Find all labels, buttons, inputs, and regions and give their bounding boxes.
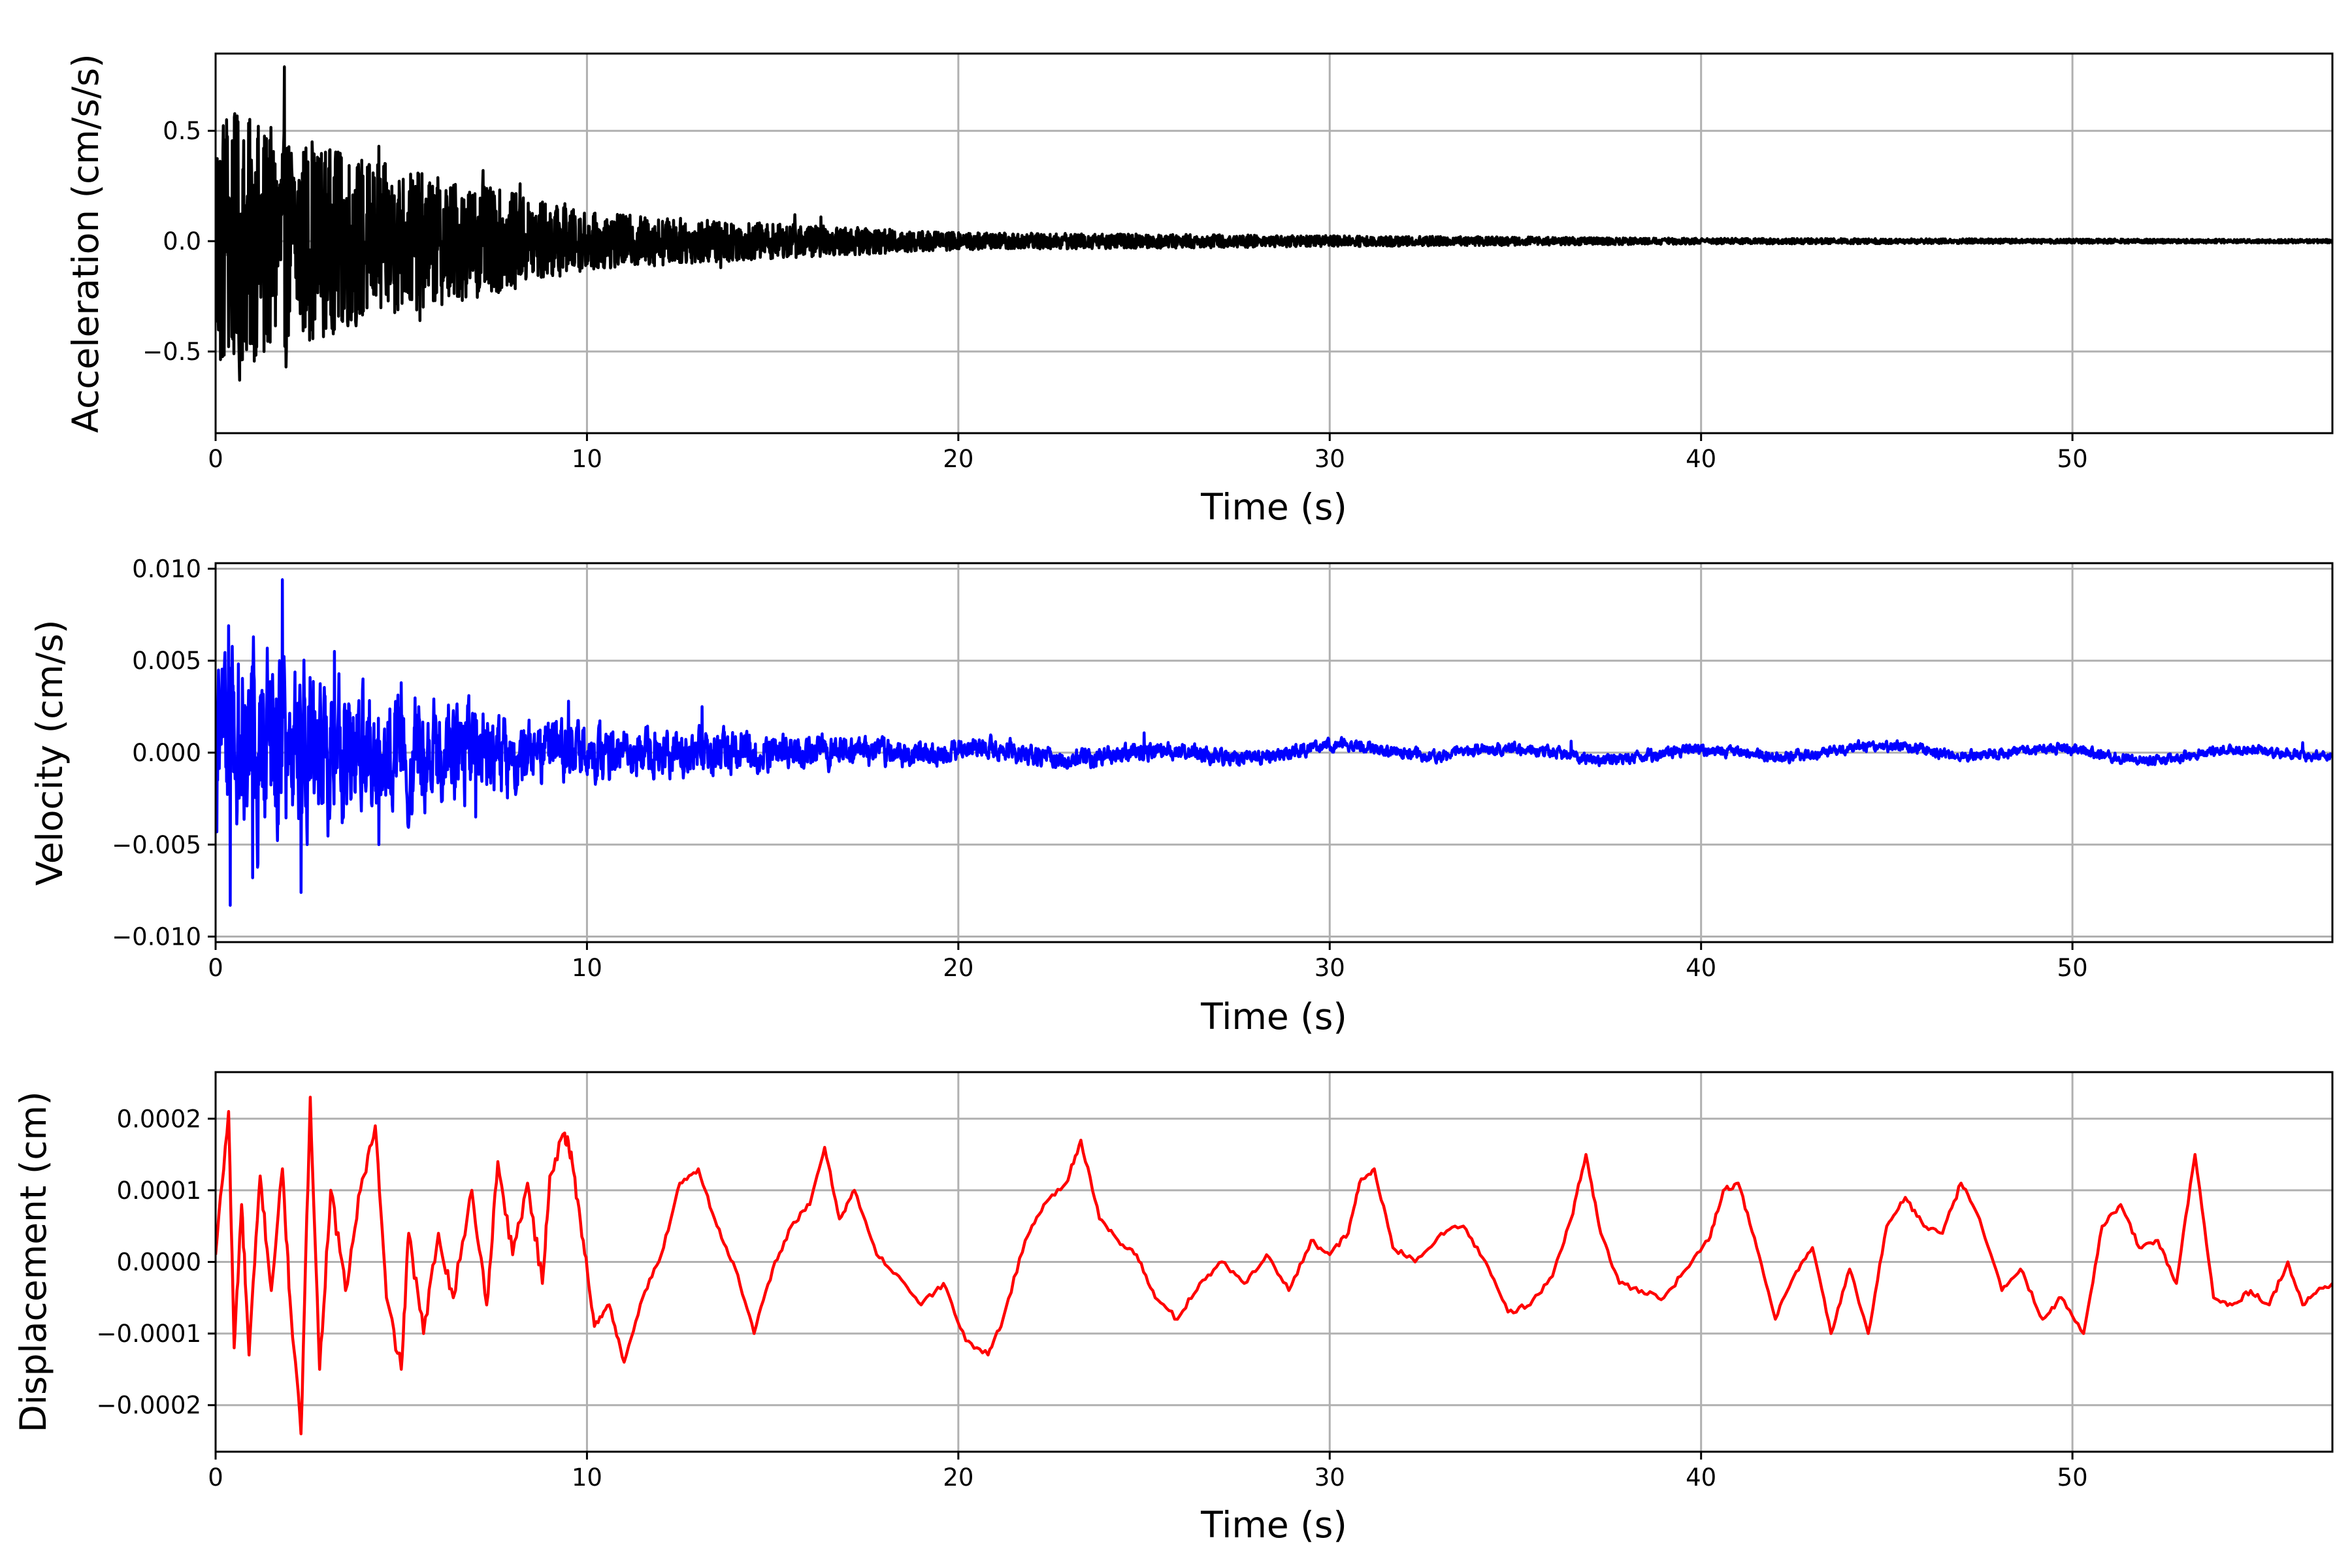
acceleration-x-tick-label: 0	[208, 445, 223, 473]
acceleration-y-tick-label: 0.5	[163, 117, 201, 145]
acceleration-x-axis-label: Time (s)	[1200, 486, 1347, 528]
acceleration-x-tick-label: 30	[1315, 445, 1345, 473]
displacement-y-tick-label: 0.0002	[117, 1105, 201, 1133]
velocity-x-tick-label: 30	[1315, 954, 1345, 982]
displacement-x-tick-label: 10	[572, 1463, 602, 1492]
acceleration-panel: 0 10 20 30 40 50 −0.5 0.0 0.5 Time (s) Accelerat…	[65, 52, 2334, 528]
acceleration-plot-frame	[214, 52, 2334, 434]
velocity-y-axis-label: Velocity (cm/s)	[29, 619, 71, 885]
velocity-ticks: 0 10 20 30 40 50 −0.010 −0.005 0.000 0.005 0.010	[112, 555, 2088, 982]
velocity-y-tick-label: −0.010	[112, 923, 201, 951]
acceleration-y-tick-label: −0.5	[142, 338, 201, 366]
displacement-y-tick-label: −0.0002	[97, 1392, 201, 1420]
displacement-series	[216, 1096, 2332, 1435]
velocity-y-tick-label: 0.000	[132, 739, 201, 767]
velocity-series-line	[216, 578, 2332, 907]
velocity-series	[216, 578, 2332, 907]
displacement-x-tick-label: 40	[1686, 1463, 1716, 1492]
displacement-x-axis-label: Time (s)	[1200, 1504, 1347, 1546]
displacement-ticks: 0 10 20 30 40 50 −0.0002 −0.0001 0.0000 0.0001 0.0…	[97, 1105, 2088, 1492]
displacement-panel: 0 10 20 30 40 50 −0.0002 −0.0001 0.0000 0.0001 0.0…	[12, 1071, 2334, 1546]
displacement-y-axis-label: Displacement (cm)	[12, 1091, 54, 1432]
acceleration-x-tick-label: 40	[1686, 445, 1716, 473]
displacement-x-tick-label: 20	[943, 1463, 973, 1492]
acceleration-series-line	[216, 65, 2332, 382]
velocity-x-axis-label: Time (s)	[1200, 996, 1347, 1037]
velocity-x-tick-label: 20	[943, 954, 973, 982]
velocity-x-tick-label: 50	[2057, 954, 2088, 982]
acceleration-x-tick-label: 50	[2057, 445, 2088, 473]
velocity-y-tick-label: 0.005	[132, 647, 201, 675]
displacement-x-tick-label: 0	[208, 1463, 223, 1492]
velocity-x-tick-label: 10	[572, 954, 602, 982]
acceleration-y-tick-label: 0.0	[163, 227, 201, 255]
acceleration-y-axis-label: Acceleration (cm/s/s)	[65, 54, 106, 433]
acceleration-x-tick-label: 10	[572, 445, 602, 473]
acceleration-series	[216, 65, 2332, 382]
displacement-x-tick-label: 50	[2057, 1463, 2088, 1492]
acceleration-x-tick-label: 20	[943, 445, 973, 473]
displacement-y-tick-label: −0.0001	[97, 1320, 201, 1348]
velocity-panel: 0 10 20 30 40 50 −0.010 −0.005 0.000 0.005 0.010 T…	[29, 555, 2334, 1037]
displacement-x-tick-label: 30	[1315, 1463, 1345, 1492]
velocity-y-tick-label: 0.010	[132, 555, 201, 583]
displacement-y-tick-label: 0.0001	[117, 1177, 201, 1205]
velocity-x-tick-label: 40	[1686, 954, 1716, 982]
displacement-series-line	[216, 1096, 2332, 1435]
velocity-x-tick-label: 0	[208, 954, 223, 982]
displacement-y-tick-label: 0.0000	[117, 1249, 201, 1277]
acceleration-ticks: 0 10 20 30 40 50 −0.5 0.0 0.5	[142, 117, 2088, 473]
velocity-y-tick-label: −0.005	[112, 831, 201, 859]
displacement-grid	[214, 1072, 2332, 1452]
